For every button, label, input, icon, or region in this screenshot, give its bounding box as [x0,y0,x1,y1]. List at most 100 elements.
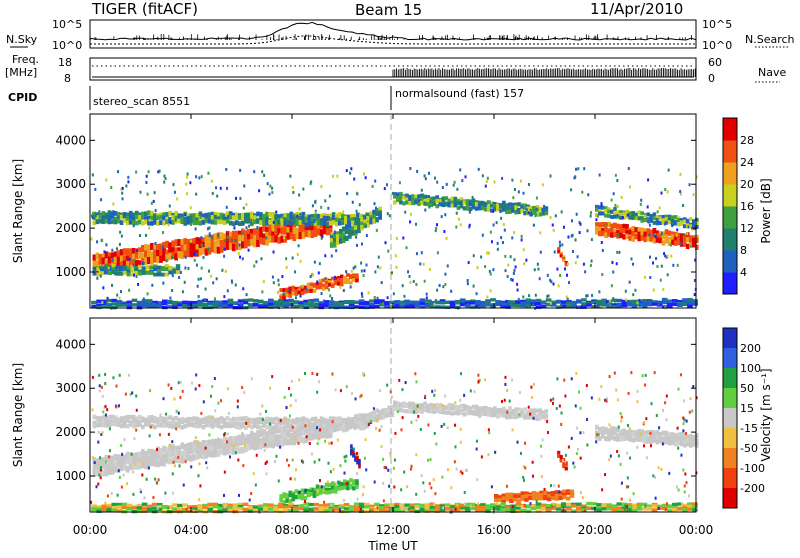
range-cell [115,405,118,409]
range-cell [286,213,291,219]
range-cell [96,305,102,310]
range-cell [342,289,345,293]
range-cell [315,484,320,489]
range-cell [447,402,452,408]
range-cell [157,170,160,174]
range-cell [379,266,382,270]
range-cell [509,499,514,504]
range-cell [552,282,555,286]
range-cell [122,419,127,424]
range-cell [444,394,447,398]
range-cell [232,444,235,448]
range-cell [157,478,160,482]
range-cell [489,203,494,208]
range-cell [189,206,192,210]
range-cell [250,238,254,247]
range-cell [156,269,162,274]
range-cell [685,223,690,228]
range-cell [619,432,623,438]
range-cell [115,271,120,276]
range-cell [607,221,611,228]
range-cell [223,295,226,299]
range-cell [394,502,400,507]
range-cell [106,305,113,309]
range-cell [404,507,411,511]
y-tick-label: 2000 [55,221,86,235]
range-cell [550,303,557,307]
range-cell [122,265,128,270]
range-cell [506,410,509,414]
range-cell [610,228,614,234]
range-cell [104,372,107,376]
range-cell [171,247,175,255]
range-cell [490,485,493,489]
range-cell [247,218,251,224]
range-cell [434,506,441,510]
range-cell [107,455,112,463]
range-cell [281,275,284,279]
range-cell [569,493,575,498]
range-cell [560,502,567,506]
range-cell [286,418,291,423]
range-cell [694,442,699,448]
range-cell [685,441,690,447]
range-cell [393,403,397,408]
range-cell [180,416,185,422]
range-cell [292,219,297,225]
range-cell [121,186,124,190]
range-cell [352,479,356,484]
range-cell [511,428,514,432]
range-cell [306,488,311,494]
range-cell [278,505,284,509]
range-cell [262,280,265,284]
range-cell [398,181,401,185]
range-cell [539,444,542,448]
range-cell [186,245,191,253]
range-cell [688,494,691,498]
range-cell [259,419,263,425]
range-cell [483,405,488,411]
range-cell [438,283,441,287]
range-cell [211,191,214,195]
range-cell [265,425,269,430]
range-cell [159,243,163,251]
range-cell [213,214,218,220]
range-cell [277,283,280,287]
range-cell [133,273,136,277]
range-cell [646,228,651,234]
range-cell [456,405,461,410]
range-cell [598,426,602,433]
range-cell [621,216,624,220]
range-cell [98,259,103,267]
range-cell [101,431,104,435]
range-cell [362,372,365,376]
range-cell [328,227,333,235]
range-cell [530,506,537,511]
range-cell [508,410,512,416]
range-cell [182,301,188,305]
range-cell [313,298,320,302]
range-cell [581,298,587,302]
range-cell [177,213,181,219]
range-cell [520,508,527,513]
range-cell [183,250,188,258]
range-cell [225,237,230,246]
range-cell [111,298,118,303]
range-cell [372,407,375,411]
colorbar-tick: 20 [740,178,754,191]
range-cell [154,477,157,481]
range-cell [526,415,530,420]
range-cell [283,426,288,434]
range-cell [492,207,497,212]
range-cell [532,223,535,227]
range-cell [609,303,612,307]
range-cell [98,457,103,465]
range-cell [241,257,244,261]
range-cell [288,414,291,418]
range-cell [204,446,207,450]
range-cell [335,419,340,425]
beam-title: Beam 15 [355,1,422,19]
range-cell [378,206,382,213]
range-cell [435,226,438,230]
